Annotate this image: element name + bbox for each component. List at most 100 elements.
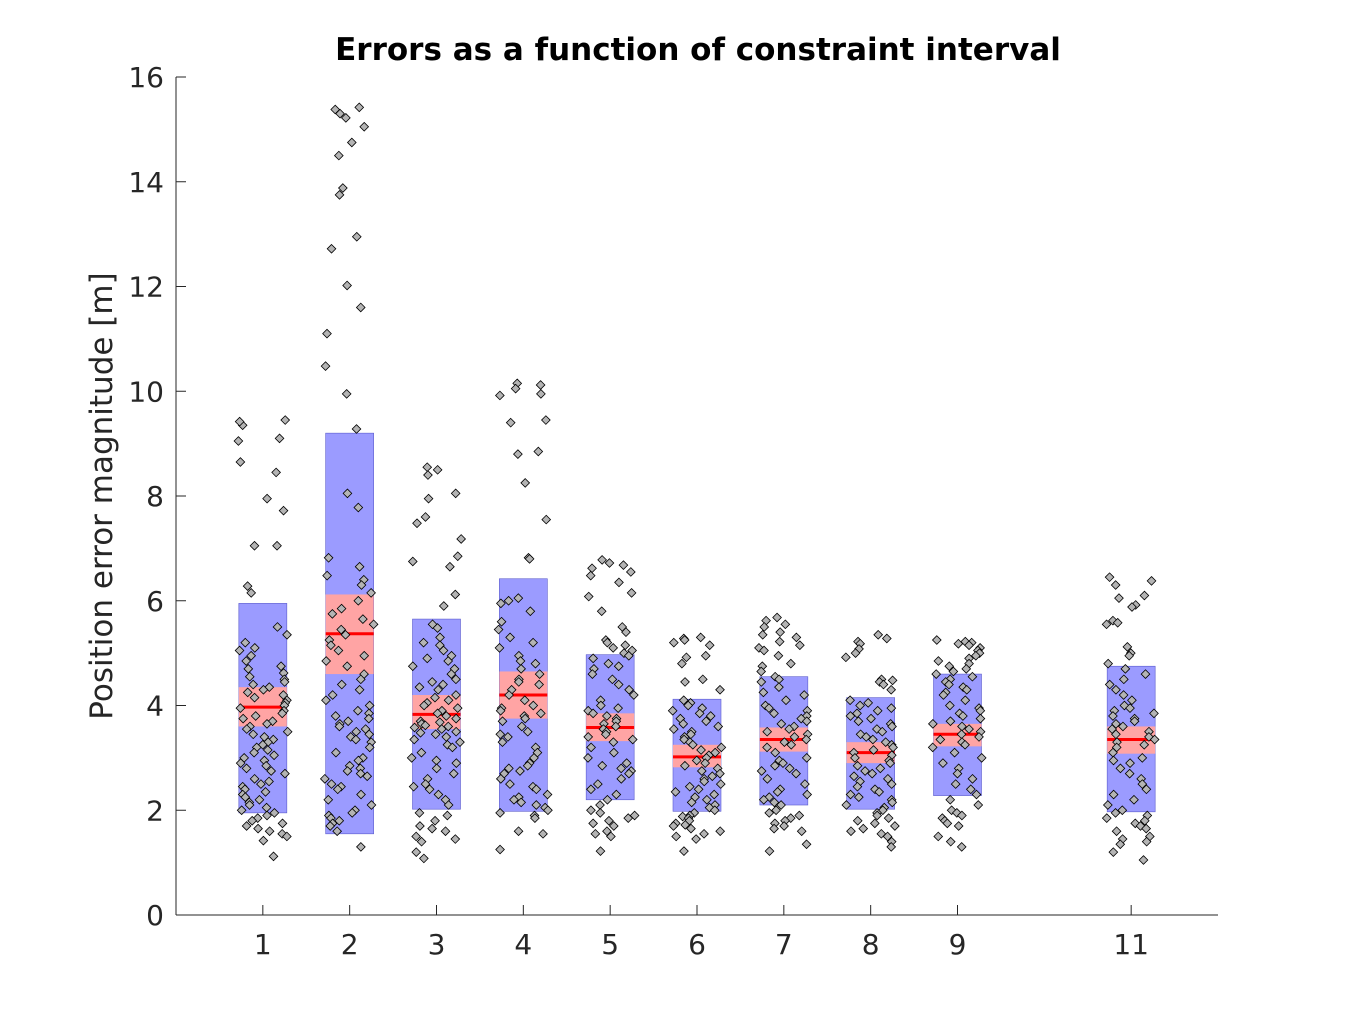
data-point	[407, 661, 418, 672]
data-point	[945, 716, 956, 727]
data-point	[885, 758, 896, 768]
data-point	[759, 622, 770, 632]
data-point	[1124, 650, 1135, 661]
data-point	[1108, 755, 1119, 766]
data-point	[697, 674, 708, 685]
data-point	[1112, 617, 1123, 628]
data-point	[505, 632, 515, 643]
data-point	[254, 794, 265, 805]
data-point	[602, 637, 613, 648]
data-point	[715, 779, 726, 789]
data-point	[282, 831, 292, 842]
data-point	[416, 836, 427, 847]
data-point	[430, 692, 440, 703]
data-point	[342, 661, 353, 672]
data-point	[278, 505, 289, 516]
data-point	[691, 755, 702, 766]
data-point	[274, 433, 285, 444]
data-point	[604, 558, 615, 568]
data-point	[240, 637, 251, 648]
data-point	[236, 805, 247, 816]
data-point	[853, 716, 864, 727]
x-tick-label: 8	[862, 928, 880, 961]
data-point	[260, 787, 271, 797]
data-point	[779, 737, 790, 748]
data-point	[841, 800, 852, 810]
data-point	[354, 684, 365, 695]
data-point	[624, 684, 634, 695]
data-point	[590, 828, 601, 839]
data-point	[786, 739, 797, 750]
data-point	[529, 753, 539, 763]
data-point	[431, 763, 442, 774]
data-point	[516, 797, 527, 808]
data-point	[713, 721, 724, 732]
data-point	[368, 619, 379, 630]
data-point	[542, 789, 553, 800]
data-point	[588, 708, 598, 719]
data-point	[587, 669, 598, 679]
data-point	[603, 658, 614, 669]
data-point	[354, 102, 365, 113]
data-point	[938, 758, 948, 768]
data-point	[961, 663, 972, 674]
data-point	[524, 553, 535, 564]
data-point	[1101, 813, 1112, 823]
data-point	[420, 779, 431, 789]
data-point	[354, 561, 365, 572]
data-point	[769, 797, 780, 808]
y-axis-label: Position error magnitude [m]	[84, 272, 120, 719]
data-point	[616, 773, 627, 784]
data-point	[528, 700, 539, 711]
data-point	[791, 768, 801, 779]
data-point	[756, 677, 767, 687]
data-point	[257, 739, 268, 750]
data-point	[1146, 575, 1157, 586]
data-point	[802, 789, 813, 800]
data-point	[420, 720, 431, 731]
data-point	[626, 588, 637, 598]
data-point	[852, 760, 863, 771]
data-point	[678, 695, 689, 706]
data-point	[799, 690, 810, 700]
data-point	[1111, 826, 1122, 837]
data-point	[445, 561, 455, 572]
data-point	[877, 805, 888, 816]
data-point	[264, 826, 275, 837]
group-4	[493, 378, 553, 855]
data-point	[432, 464, 443, 475]
data-point	[422, 462, 433, 473]
data-point	[769, 823, 779, 834]
data-point	[408, 781, 419, 792]
data-point	[1118, 721, 1128, 732]
data-point	[628, 690, 639, 700]
data-point	[423, 470, 433, 480]
data-point	[855, 700, 865, 711]
data-point	[1127, 602, 1137, 612]
data-point	[780, 619, 791, 630]
data-point	[701, 716, 711, 727]
y-tick-label: 10	[128, 375, 164, 408]
data-point	[1115, 839, 1126, 850]
data-point	[1129, 794, 1139, 805]
data-point	[1108, 711, 1118, 721]
data-point	[597, 760, 608, 771]
data-point	[432, 623, 443, 633]
data-point	[1138, 855, 1149, 865]
data-point	[616, 763, 627, 774]
y-tick-label: 4	[146, 690, 164, 723]
data-point	[414, 682, 425, 693]
data-point	[541, 514, 552, 525]
data-point	[250, 711, 261, 721]
data-point	[953, 638, 964, 649]
data-point	[785, 658, 796, 669]
data-point	[608, 737, 619, 748]
data-point	[335, 108, 345, 119]
data-point	[320, 361, 331, 371]
data-point	[441, 711, 452, 721]
data-point	[679, 635, 690, 645]
data-point	[520, 713, 531, 724]
data-point	[451, 758, 462, 768]
